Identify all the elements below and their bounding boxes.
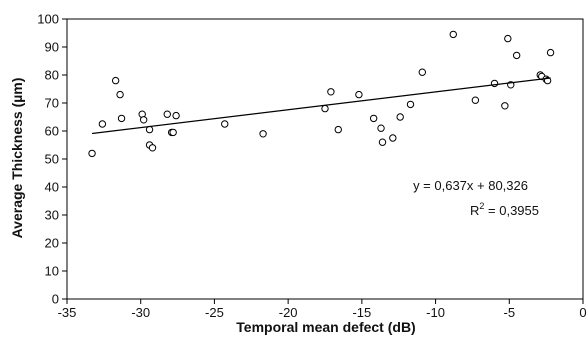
data-point (406, 100, 415, 109)
data-point (369, 114, 378, 123)
x-tick-label: -30 (131, 305, 150, 320)
y-tick-label: 80 (45, 68, 59, 83)
x-axis: -35 -30 -25 -20 -15 -10 -5 0 (58, 299, 587, 320)
x-axis-title: Temporal mean defect (dB) (236, 319, 415, 335)
y-tick-label: 90 (45, 40, 59, 55)
plot-frame (66, 18, 584, 300)
data-point (321, 104, 329, 113)
x-tick-label: 0 (579, 305, 586, 320)
data-point (163, 110, 171, 118)
data-point (327, 88, 335, 96)
y-tick-label: 0 (52, 292, 59, 307)
data-point (504, 34, 512, 43)
trendline (91, 77, 551, 135)
r-squared-label: R2 = 0,3955 (470, 201, 539, 218)
data-point (378, 138, 387, 146)
data-point (148, 144, 157, 152)
data-point (512, 51, 521, 60)
r-squared-exponent: 2 (479, 201, 484, 211)
data-point (355, 90, 363, 99)
data-point (116, 90, 124, 99)
data-point (471, 96, 480, 104)
regression-equation: y = 0,637x + 80,326 (413, 178, 528, 193)
data-point (546, 48, 555, 57)
data-point (117, 114, 126, 123)
data-points (88, 30, 555, 158)
data-point (172, 111, 180, 120)
y-axis: 0 10 20 30 40 50 60 70 80 90 100 (37, 12, 67, 307)
data-point (139, 116, 148, 124)
x-tick-label: -15 (352, 305, 371, 320)
x-tick-label: -25 (205, 305, 224, 320)
data-point (98, 120, 107, 128)
data-point (221, 120, 229, 128)
data-point (334, 125, 342, 134)
y-tick-label: 10 (45, 264, 59, 279)
data-point (88, 149, 96, 158)
y-tick-label: 70 (45, 96, 59, 111)
data-point (377, 124, 385, 132)
x-tick-label: -5 (504, 305, 516, 320)
trendline-group (91, 77, 551, 135)
y-tick-label: 60 (45, 124, 59, 139)
x-tick-label: -10 (426, 305, 445, 320)
y-axis-title: Average Thickness (µm) (9, 78, 25, 239)
data-point (418, 68, 427, 76)
x-tick-label: -20 (279, 305, 298, 320)
y-tick-label: 50 (45, 152, 59, 167)
data-point (501, 102, 509, 110)
y-tick-label: 20 (45, 236, 59, 251)
y-tick-label: 40 (45, 180, 59, 195)
data-point (389, 134, 397, 142)
r-squared-value: = 0,3955 (484, 203, 539, 218)
y-tick-label: 30 (45, 208, 59, 223)
data-point (111, 76, 120, 85)
data-point (259, 130, 267, 138)
data-point (449, 30, 457, 39)
y-tick-label: 100 (37, 12, 59, 27)
r-squared-letter: R (470, 203, 479, 218)
x-tick-label: -35 (58, 305, 77, 320)
plot-border (66, 18, 584, 300)
data-point (396, 113, 404, 121)
data-point (169, 128, 177, 137)
